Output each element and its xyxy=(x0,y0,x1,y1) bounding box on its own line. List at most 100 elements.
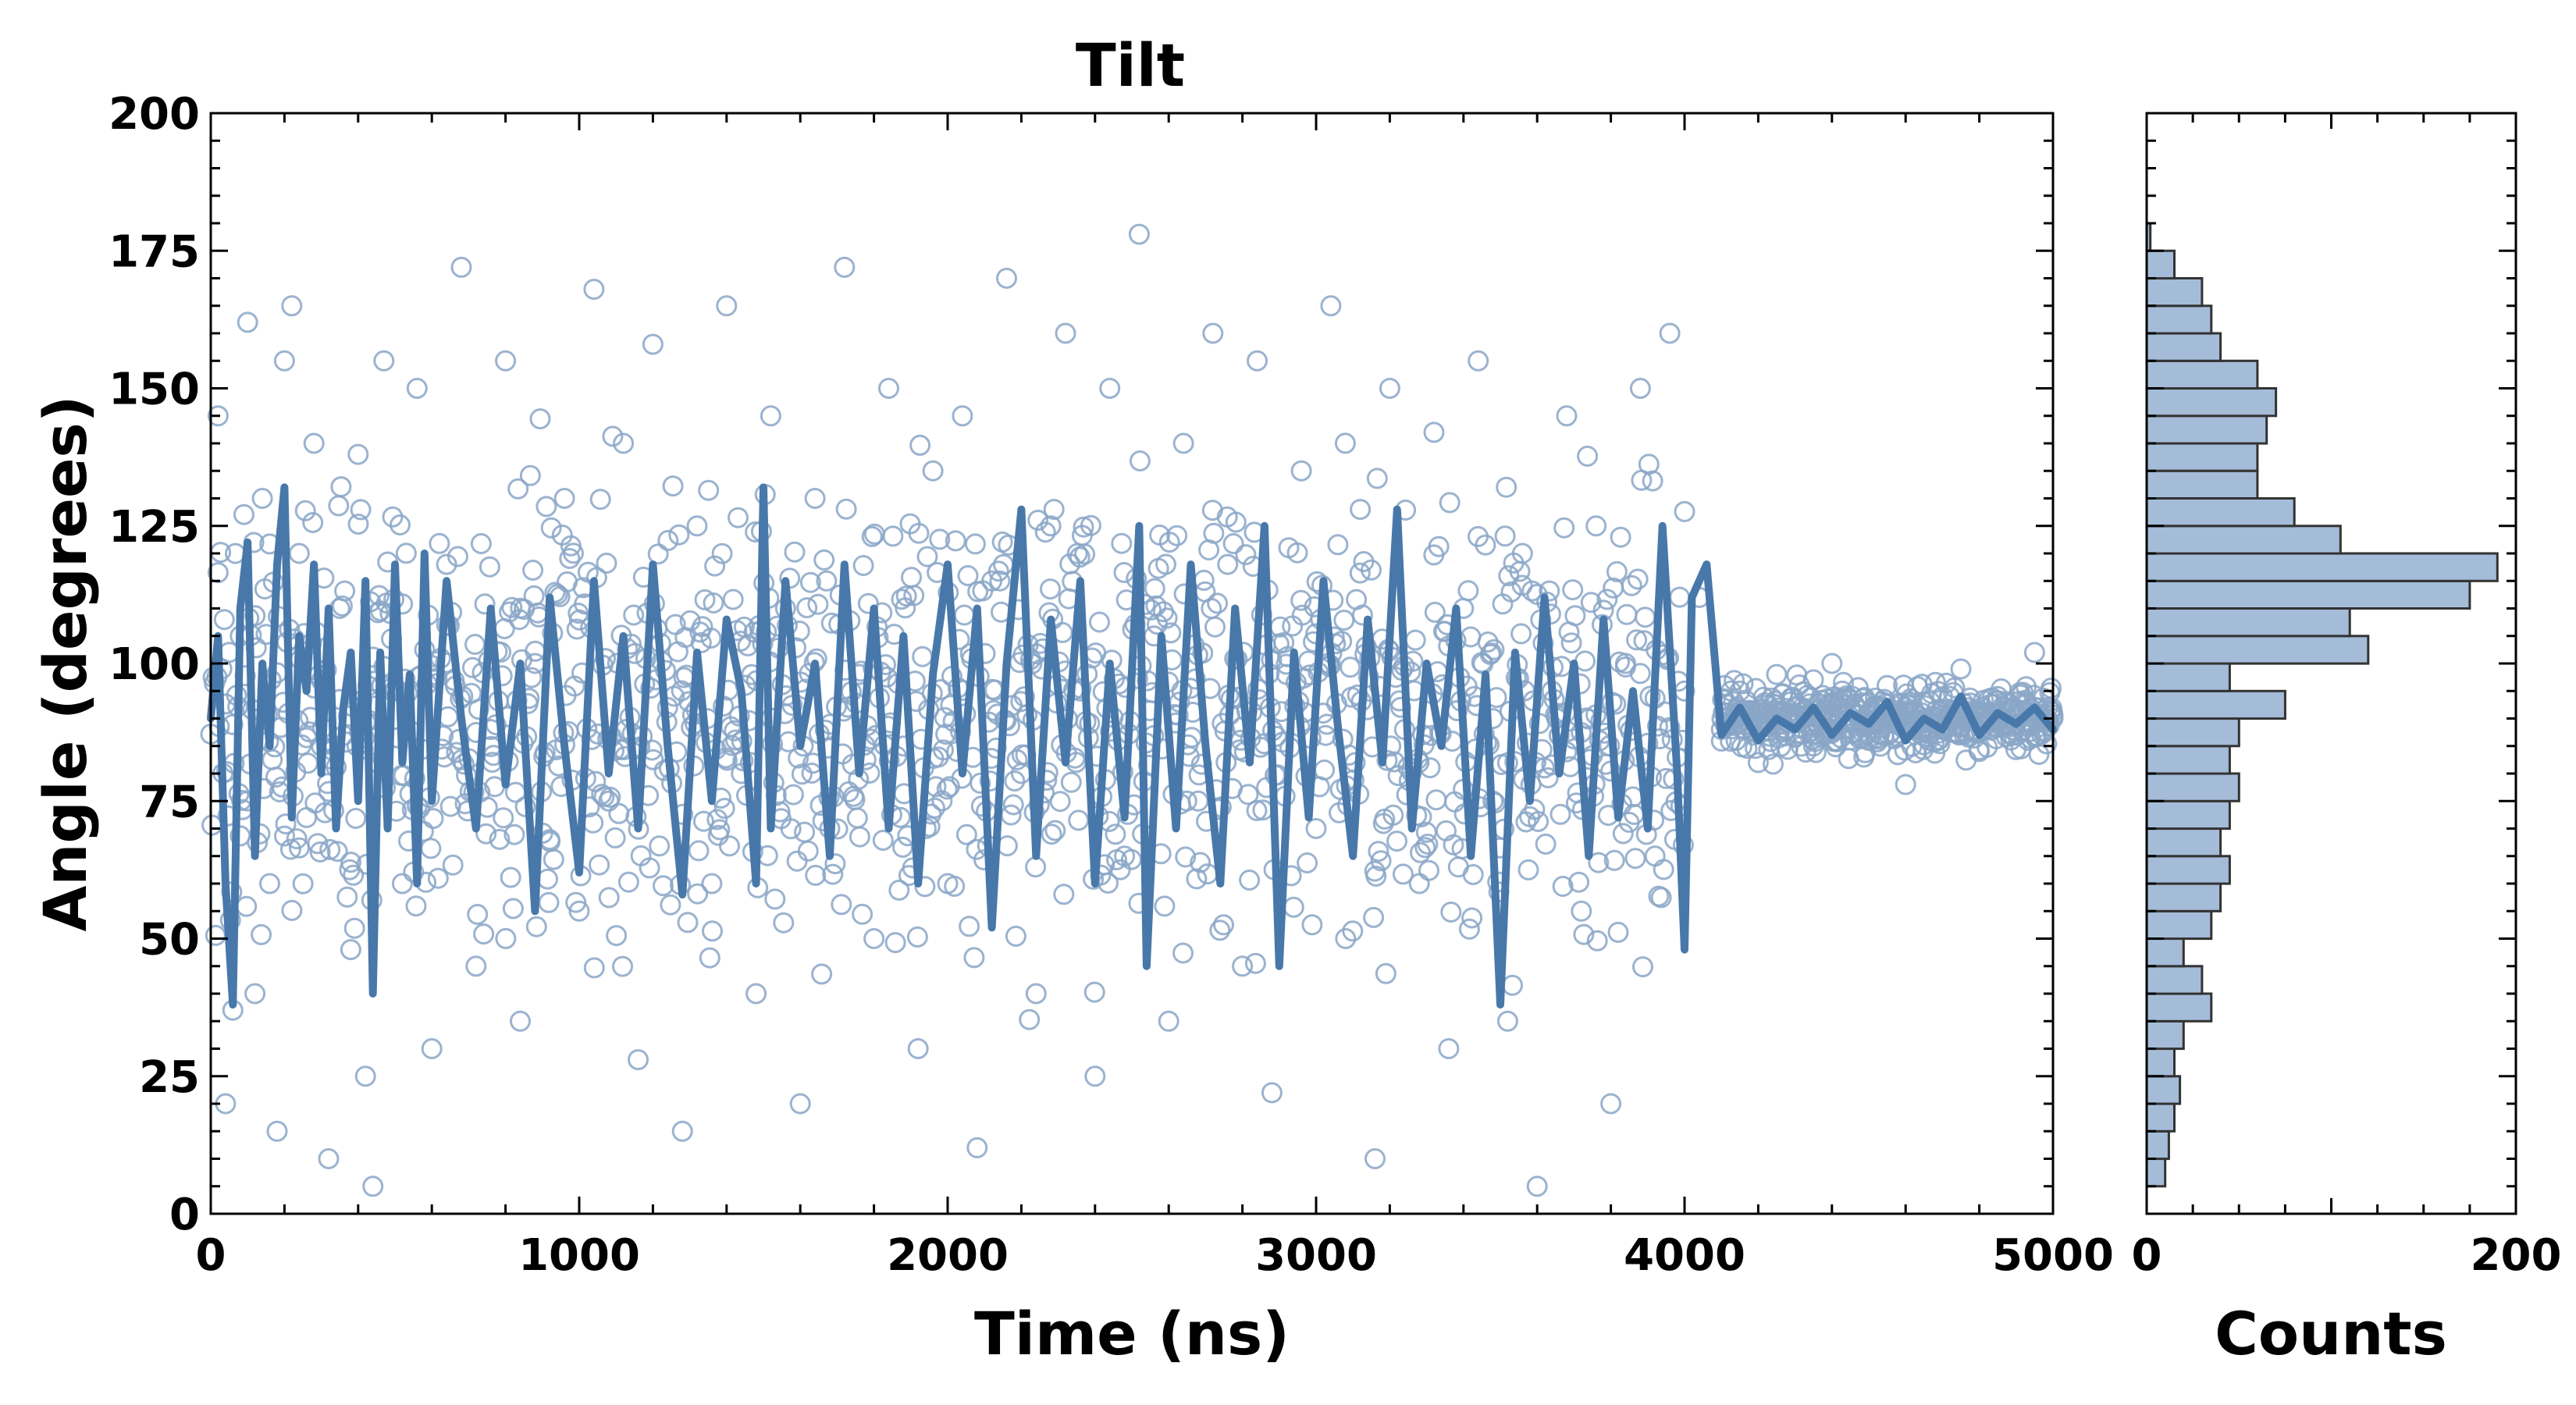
y-axis-ticks: 0 25 50 75 100 125 150 175 200 xyxy=(109,89,2053,1240)
histogram-bar xyxy=(2145,277,2204,308)
scatter-point xyxy=(901,567,922,589)
scatter-point xyxy=(647,543,669,565)
scatter-point xyxy=(583,957,605,979)
scatter-point xyxy=(1502,974,1523,996)
scatter-point xyxy=(642,333,664,355)
scatter-point xyxy=(1621,574,1642,596)
scatter-point xyxy=(1500,581,1522,603)
scatter-point xyxy=(251,923,272,945)
scatter-point xyxy=(1766,663,1788,685)
scatter-point xyxy=(436,553,457,575)
scatter-point xyxy=(500,866,521,888)
histogram-bar xyxy=(2145,497,2296,528)
scatter-point xyxy=(475,823,497,845)
scatter-point xyxy=(503,823,525,845)
scatter-point xyxy=(882,525,904,547)
scatter-point xyxy=(1364,1148,1386,1169)
scatter-point xyxy=(236,895,258,917)
scatter-point xyxy=(1556,405,1578,427)
scatter-point xyxy=(822,863,844,885)
scatter-point xyxy=(813,549,835,571)
scatter-point xyxy=(903,585,925,606)
scatter-point xyxy=(613,432,635,454)
scatter-point xyxy=(1282,615,1304,637)
scatter-point xyxy=(1386,831,1407,852)
scatter-point xyxy=(709,819,731,841)
scatter-point xyxy=(878,378,899,399)
scatter-point xyxy=(794,821,816,843)
histogram-bar xyxy=(2145,689,2286,720)
histogram-bar xyxy=(2145,1129,2170,1161)
x-axis-title: Time (ns) xyxy=(974,1299,1290,1368)
scatter-point xyxy=(1190,852,1212,873)
scatter-point xyxy=(702,920,723,942)
scatter-point xyxy=(1526,1176,1548,1197)
scatter-point xyxy=(213,609,235,631)
scatter-point xyxy=(1005,925,1026,947)
scatter-point xyxy=(722,589,744,610)
scatter-point xyxy=(953,604,975,626)
scatter-point xyxy=(373,350,395,372)
scatter-point xyxy=(281,899,303,921)
scatter-point xyxy=(639,857,660,879)
scatter-point xyxy=(703,592,724,614)
scatter-point xyxy=(309,841,331,863)
scatter-point xyxy=(1370,850,1392,872)
scatter-point xyxy=(1659,322,1681,344)
scatter-point xyxy=(849,826,870,848)
y-tick-label: 175 xyxy=(109,226,200,277)
scatter-point xyxy=(1521,580,1543,602)
scatter-point xyxy=(343,917,365,939)
scatter-point xyxy=(362,1176,384,1197)
scatter-point xyxy=(1950,658,1972,680)
scatter-point xyxy=(1361,559,1382,581)
histogram-bar xyxy=(2145,772,2240,802)
scatter-point xyxy=(698,479,720,501)
histogram-bar xyxy=(2145,332,2222,362)
histogram-bar xyxy=(2145,1075,2182,1105)
scatter-point xyxy=(649,835,671,857)
scatter-point xyxy=(583,279,605,301)
histogram-plot: 0 200 Counts xyxy=(2132,112,2561,1368)
scatter-point xyxy=(719,835,740,857)
scatter-point xyxy=(1034,521,1056,543)
histogram-bar xyxy=(2145,717,2240,748)
histogram-bar xyxy=(2145,1019,2185,1051)
scatter-point xyxy=(207,405,229,427)
scatter-point xyxy=(559,548,581,569)
histogram-bar xyxy=(2145,442,2259,472)
scatter-point xyxy=(1314,759,1336,781)
scatter-point xyxy=(824,853,846,875)
scatter-point xyxy=(422,808,444,830)
scatter-point xyxy=(345,808,367,829)
scatter-point xyxy=(326,841,348,863)
scatter-point xyxy=(1747,752,1769,774)
scatter-point xyxy=(852,555,874,576)
scatter-point xyxy=(612,955,633,977)
scatter-point xyxy=(1458,918,1480,940)
scatter-point xyxy=(1004,770,1026,792)
scatter-point xyxy=(244,983,266,1005)
histogram-bar xyxy=(2145,855,2231,885)
scatter-point xyxy=(274,825,295,847)
histogram-bar xyxy=(2145,745,2231,775)
scatter-point xyxy=(1475,534,1496,556)
scatter-point xyxy=(1424,601,1446,623)
scatter-point xyxy=(288,542,310,564)
scatter-point xyxy=(1027,510,1049,531)
scatter-point xyxy=(1335,928,1357,949)
scatter-point xyxy=(989,570,1011,592)
scatter-point xyxy=(1055,322,1076,344)
scatter-point xyxy=(1290,460,1312,482)
y-tick-label: 200 xyxy=(109,89,200,140)
scatter-point xyxy=(1414,837,1436,859)
scatter-point xyxy=(1562,579,1584,601)
scatter-point xyxy=(1019,1008,1041,1030)
scatter-point xyxy=(1342,920,1364,942)
scatter-point xyxy=(1483,638,1505,660)
scatter-point xyxy=(1083,981,1105,1003)
x-tick-label: 2000 xyxy=(887,1230,1009,1281)
histogram-bar xyxy=(2145,882,2222,912)
scatter-point xyxy=(1650,887,1672,909)
scatter-point xyxy=(507,478,529,500)
